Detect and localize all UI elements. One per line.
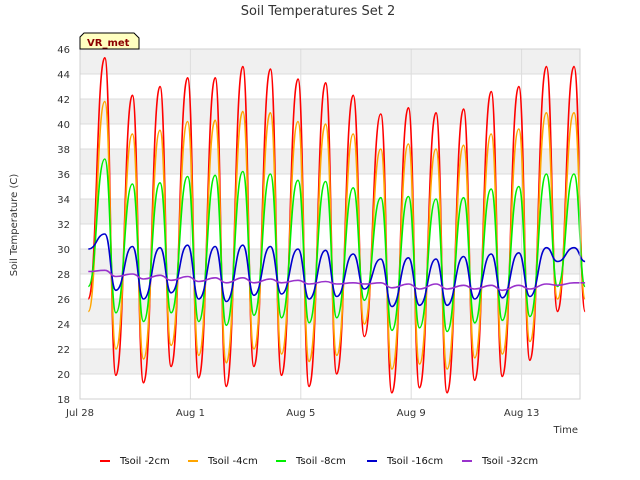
y-tick-label: 20	[57, 370, 70, 381]
site-tag-label: VR_met	[87, 38, 130, 49]
x-tick-label: Aug 13	[504, 408, 539, 419]
y-tick-label: 24	[57, 320, 70, 331]
grid-band	[80, 299, 580, 324]
site-tag-box	[79, 32, 140, 50]
y-tick-label: 30	[57, 245, 70, 256]
plot-border	[79, 48, 581, 400]
y-tick-label: 22	[57, 345, 70, 356]
plot-area	[79, 48, 586, 400]
y-tick-label: 38	[57, 145, 70, 156]
x-tick-label: Aug 1	[176, 408, 205, 419]
series-line-tsoil-16cm	[88, 233, 586, 308]
y-tick-label: 46	[57, 45, 70, 56]
y-tick-label: 26	[57, 295, 70, 306]
y-tick-label: 36	[57, 170, 70, 181]
legend-label-tsoil-16cm: Tsoil -16cm	[386, 456, 443, 467]
legend: Tsoil -2cm Tsoil -4cm Tsoil -8cm Tsoil -16c…	[100, 456, 538, 467]
grid-band	[80, 49, 580, 74]
series-line-tsoil-4cm	[87, 100, 586, 370]
y-tick-label: 18	[57, 395, 70, 406]
y-tick-label: 44	[57, 70, 70, 81]
y-tick-label: 32	[57, 220, 70, 231]
y-axis-label: Soil Temperature (C)	[9, 174, 20, 277]
y-tick-label: 28	[57, 270, 70, 281]
x-axis-label: Time	[553, 425, 578, 436]
grid-band	[80, 349, 580, 374]
legend-label-tsoil-8cm: Tsoil -8cm	[295, 456, 346, 467]
y-tick-label: 34	[57, 195, 70, 206]
legend-label-tsoil-2cm: Tsoil -2cm	[119, 456, 170, 467]
legend-label-tsoil-32cm: Tsoil -32cm	[481, 456, 538, 467]
x-tick-label: Aug 9	[397, 408, 426, 419]
legend-label-tsoil-4cm: Tsoil -4cm	[207, 456, 258, 467]
x-tick-label: Jul 28	[65, 408, 94, 419]
y-tick-label: 42	[57, 95, 70, 106]
series-line-tsoil-32cm	[88, 269, 586, 292]
x-tick-label: Aug 5	[286, 408, 315, 419]
chart-title: Soil Temperatures Set 2	[241, 4, 396, 19]
y-tick-label: 40	[57, 120, 70, 131]
site-tag: VR_met	[79, 32, 140, 50]
